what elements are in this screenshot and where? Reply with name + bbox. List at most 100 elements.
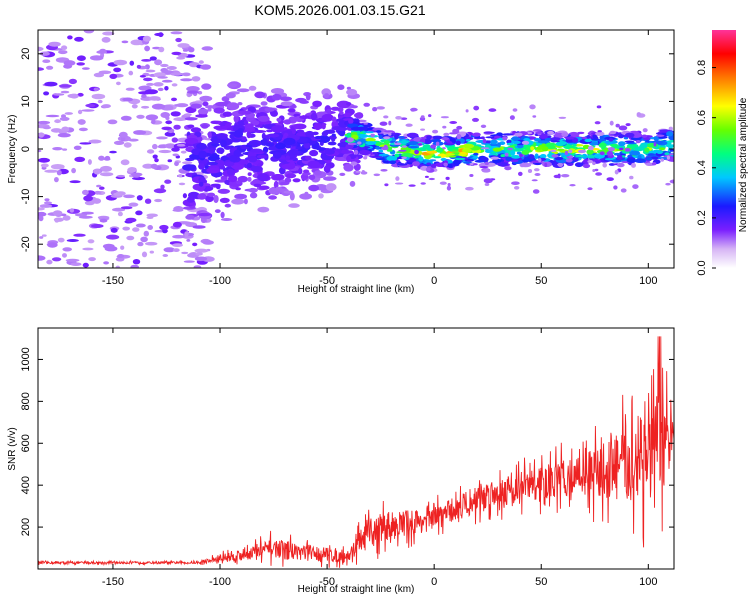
spectrogram-cell	[186, 86, 200, 92]
spectrogram-cell	[229, 155, 238, 162]
spectrogram-cell	[44, 81, 58, 87]
spectrogram-cell	[665, 144, 674, 148]
spectrogram-cell	[150, 163, 158, 169]
colorbar-tick-label: 0.6	[696, 110, 708, 125]
spectrogram-cell	[488, 108, 497, 112]
spectrogram-cell	[594, 168, 599, 172]
spectrogram-cell	[350, 105, 358, 109]
spectrogram-cell	[617, 155, 623, 161]
spectrogram-cell	[539, 154, 547, 159]
spectrogram-y-label: Frequency (Hz)	[7, 115, 18, 184]
spectrogram-cell	[348, 142, 357, 146]
snr-y-tick-label: 800	[20, 392, 32, 410]
spectrogram-cell	[324, 93, 330, 99]
spectrogram-cell	[442, 147, 446, 150]
spectrogram-cell	[195, 114, 208, 118]
spectrogram-cell	[161, 126, 172, 131]
colorbar-tick-label: 0.4	[696, 160, 708, 175]
spectrogram-cell	[170, 72, 183, 76]
spectrogram-cell	[473, 105, 480, 111]
spectrogram-cell	[473, 152, 479, 156]
spectrogram-cell	[81, 109, 95, 112]
spectrogram-cell	[200, 64, 212, 70]
spectrogram-cell	[243, 120, 249, 125]
spectrogram-cell	[89, 55, 104, 61]
spectrogram-cell	[173, 117, 187, 122]
spectrogram-cell	[236, 88, 250, 93]
spectrogram-cell	[339, 111, 344, 115]
spectrogram-cell	[456, 125, 463, 130]
spectrogram-cell	[420, 182, 426, 185]
spectrogram-cell	[45, 114, 60, 118]
spectrogram-cell	[113, 59, 128, 66]
spectrogram-cell	[462, 148, 472, 153]
spectrogram-cell	[224, 161, 235, 167]
spectrogram-cell	[216, 147, 225, 154]
spectrogram-cell	[189, 202, 196, 206]
spectrogram-cell	[346, 155, 351, 163]
spectrogram-cell	[561, 174, 570, 178]
snr-x-tick-label: -100	[209, 576, 231, 588]
spectrogram-cell	[136, 114, 145, 119]
spectrogram-cell	[190, 103, 202, 109]
spectrogram-cell	[130, 264, 139, 268]
spectrogram-cell	[365, 141, 377, 146]
spectrogram-cell	[592, 169, 596, 172]
spectrogram-cell	[412, 161, 420, 167]
spectrogram-cell	[303, 169, 310, 174]
spectrogram-cell	[233, 130, 244, 138]
spectrogram-cell	[123, 194, 135, 199]
spectrogram-cell	[561, 132, 569, 137]
spectrogram-cell	[402, 145, 407, 148]
spectrogram-cell	[528, 154, 535, 159]
spectrogram-cell	[266, 133, 280, 138]
spectrogram-cell	[198, 150, 207, 159]
spectrogram-cell	[305, 130, 315, 138]
spectrogram-cell	[287, 108, 296, 113]
spectrogram-cell	[394, 134, 399, 140]
spectrogram-cell	[248, 155, 258, 163]
spectrogram-cell	[112, 207, 126, 212]
spectrogram-cell	[46, 259, 53, 265]
spectrogram-cell	[550, 137, 561, 141]
spectrogram-cell	[109, 73, 118, 79]
spectrogram-cell	[624, 140, 635, 143]
spectrogram-cell	[484, 183, 490, 186]
spectrogram-cell	[38, 255, 46, 261]
spectrogram-cell	[374, 154, 379, 158]
spectrogram-cell	[157, 76, 168, 79]
spectrogram-cell	[619, 147, 624, 151]
spectrogram-cell	[594, 160, 600, 164]
spectrogram-cell	[551, 154, 559, 158]
spectrogram-cell	[610, 143, 619, 148]
spectrogram-cell	[527, 169, 533, 173]
spectrogram-cell	[167, 159, 173, 163]
spectrogram-cell	[173, 124, 181, 130]
spectrogram-cell	[148, 96, 161, 101]
spectrogram-cell	[194, 248, 209, 253]
spectrogram-cell	[142, 163, 154, 169]
spectrogram-cell	[87, 239, 95, 244]
spectrogram-cell	[146, 213, 158, 218]
spectrogram-cell	[73, 145, 82, 150]
spectrogram-cell	[43, 201, 53, 205]
spectrogram-cell	[234, 193, 248, 200]
spectrogram-cell	[222, 111, 233, 117]
spectrogram-cell	[465, 109, 469, 113]
spectrogram-cell	[383, 115, 389, 119]
spectrogram-cell	[395, 176, 400, 181]
spectrogram-cell	[346, 102, 352, 106]
spectrogram-cell	[388, 133, 392, 136]
spectrogram-cell	[147, 225, 153, 230]
spectrogram-cell	[564, 150, 569, 156]
spectrogram-cell	[172, 234, 185, 239]
spectrogram-cell	[138, 85, 152, 91]
spectrogram-cell	[51, 257, 62, 262]
spectrogram-cell	[186, 90, 199, 94]
spectrogram-cell	[160, 184, 165, 190]
spectrogram-cell	[228, 175, 238, 183]
spectrogram-cell	[319, 141, 324, 146]
spectrogram-cell	[426, 162, 432, 166]
spectrogram-cell	[58, 84, 72, 88]
spectrogram-cell	[569, 146, 578, 149]
